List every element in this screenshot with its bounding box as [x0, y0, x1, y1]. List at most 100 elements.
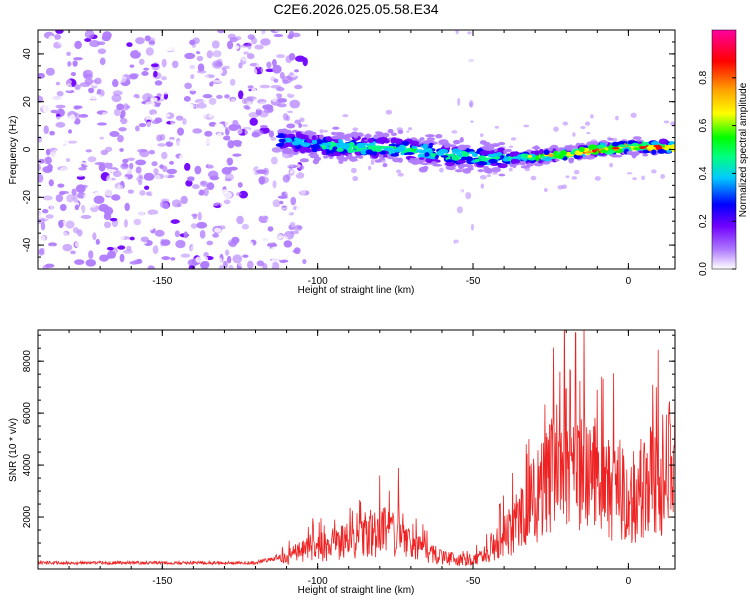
heatmap-cell	[203, 187, 209, 197]
heatmap-cell	[104, 162, 113, 169]
heatmap-cell	[267, 226, 274, 232]
heatmap-cell	[166, 168, 178, 175]
heatmap-cell	[301, 142, 311, 148]
heatmap-cell	[386, 166, 391, 171]
heatmap-cell	[42, 208, 49, 214]
heatmap-cell	[258, 215, 269, 224]
heatmap-cell	[509, 151, 516, 158]
heatmap-cell	[297, 210, 308, 215]
heatmap-cell	[38, 151, 46, 157]
heatmap-cell	[141, 70, 149, 77]
heatmap-cell	[286, 133, 294, 138]
heatmap-cell	[367, 138, 374, 144]
heatmap-cell	[626, 172, 633, 175]
heatmap-cell	[127, 133, 138, 137]
heatmap-cell	[520, 153, 527, 159]
heatmap-cell	[323, 155, 329, 159]
heatmap-cell	[223, 103, 233, 108]
heatmap-cell	[244, 128, 251, 137]
heatmap-cell	[256, 62, 261, 69]
heatmap-cell	[117, 134, 124, 143]
heatmap-cell	[152, 245, 159, 255]
heatmap-cell	[465, 191, 472, 200]
heatmap-cell	[85, 94, 91, 104]
heatmap-cell	[140, 179, 146, 188]
heatmap-cell	[348, 141, 355, 148]
heatmap-cell	[238, 90, 244, 100]
heatmap-cell	[281, 76, 293, 84]
heatmap-cell	[237, 234, 249, 239]
heatmap-cell	[573, 169, 580, 175]
heatmap-cell	[290, 230, 300, 235]
colorbar-ticks: 0.0 0.2 0.4 0.6 0.8	[698, 70, 736, 276]
heatmap-cell	[154, 174, 161, 183]
heatmap-cell	[83, 243, 93, 250]
heatmap-cell	[266, 61, 272, 69]
heatmap-cell	[431, 154, 436, 158]
heatmap-cell	[173, 71, 184, 76]
heatmap-cell	[271, 146, 282, 153]
heatmap-cell	[45, 214, 54, 219]
heatmap-cell	[42, 157, 52, 165]
heatmap-cell	[134, 134, 143, 142]
heatmap-cell	[183, 207, 192, 216]
heatmap-cell	[133, 218, 142, 226]
heatmap-cell	[286, 39, 297, 48]
heatmap-cell	[246, 168, 256, 177]
heatmap-cell	[77, 208, 83, 214]
heatmap-cell	[403, 140, 410, 145]
heatmap-cell	[405, 151, 415, 155]
heatmap-cell	[526, 139, 531, 144]
heatmap-cell	[360, 149, 368, 155]
heatmap-cell	[148, 88, 157, 95]
heatmap-cell	[127, 189, 134, 194]
heatmap-cell	[78, 166, 87, 171]
heatmap-cell	[187, 176, 195, 181]
heatmap-cell	[145, 116, 153, 120]
heatmap-cell	[299, 147, 306, 154]
heatmap-cell	[67, 60, 72, 67]
heatmap-cell	[288, 211, 294, 216]
heatmap-cell	[486, 174, 492, 177]
heatmap-cell	[78, 114, 89, 118]
heatmap-cell	[112, 79, 119, 88]
heatmap-cell	[461, 47, 469, 55]
heatmap-cell	[89, 39, 100, 48]
heatmap-cell	[96, 250, 102, 254]
heatmap-cell	[120, 33, 129, 42]
heatmap-cell	[84, 78, 94, 85]
heatmap-cell	[196, 102, 207, 109]
heatmap-cell	[462, 168, 472, 174]
heatmap-cell	[135, 159, 147, 166]
heatmap-cell	[216, 94, 223, 100]
heatmap-cell	[157, 143, 166, 147]
heatmap-cell	[299, 186, 307, 196]
heatmap-cell	[159, 200, 169, 209]
heatmap-cell	[170, 219, 180, 224]
heatmap-cell	[307, 131, 317, 135]
heatmap-cell	[587, 144, 598, 150]
heatmap-cell	[222, 260, 228, 269]
heatmap-cell	[138, 58, 145, 65]
heatmap-cell	[149, 213, 161, 222]
heatmap-cell	[215, 152, 221, 158]
heatmap-cell	[228, 264, 234, 269]
heatmap-cell	[157, 222, 162, 227]
heatmap-cell	[73, 129, 83, 137]
heatmap-cell	[426, 137, 436, 141]
heatmap-cell	[156, 265, 162, 269]
heatmap-cell	[180, 195, 188, 205]
heatmap-cell	[462, 183, 469, 191]
heatmap-cell	[310, 148, 318, 153]
heatmap-cell	[377, 137, 387, 142]
heatmap-cell	[115, 72, 125, 77]
heatmap-cell	[260, 30, 267, 37]
heatmap-cell	[103, 221, 112, 229]
heatmap-cell	[184, 162, 191, 171]
heatmap-cell	[68, 171, 74, 179]
heatmap-cell	[288, 165, 293, 170]
heatmap-cell	[195, 256, 202, 263]
heatmap-cell	[547, 165, 553, 171]
colorbar-tick-label: 0.4	[698, 166, 709, 180]
heatmap-cell	[132, 225, 139, 231]
